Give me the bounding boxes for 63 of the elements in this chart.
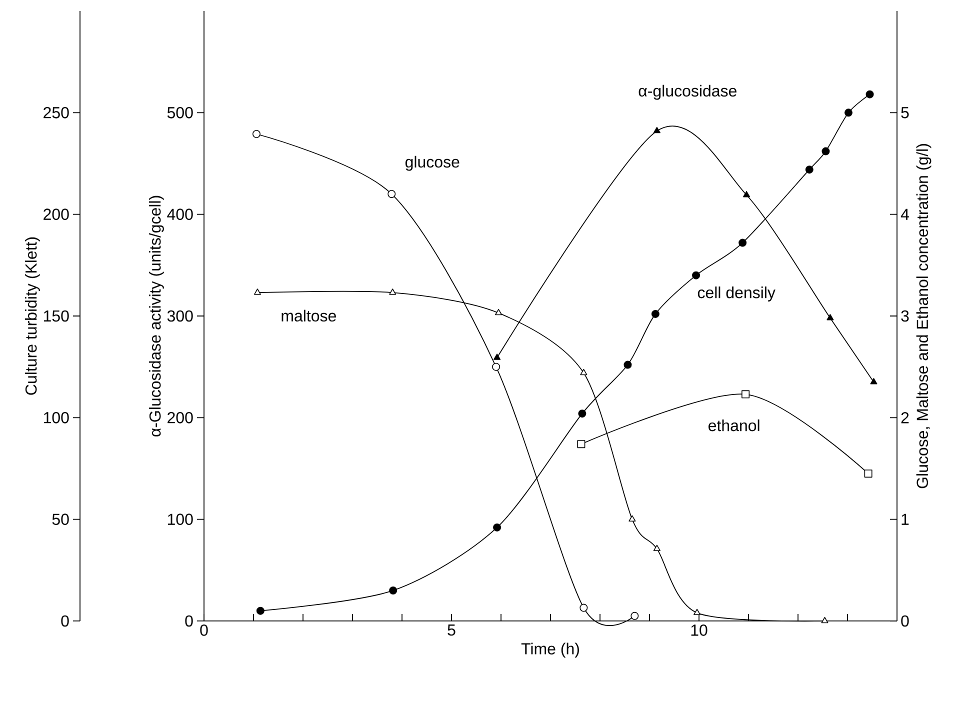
x-tick-label: 5: [448, 624, 456, 636]
point: [743, 191, 750, 198]
point: [252, 130, 260, 138]
point: [694, 608, 701, 616]
point: [388, 190, 396, 198]
x-tick-label: 10: [691, 624, 708, 636]
point: [580, 368, 588, 376]
series-label: ethanol: [708, 419, 760, 432]
point: [254, 288, 261, 295]
y3-tick-label: 0: [61, 615, 69, 627]
y2-tick-label: 2: [901, 412, 909, 424]
point: [821, 616, 828, 624]
y2-tick-label: 0: [901, 615, 909, 627]
point: [389, 586, 398, 594]
point: [624, 360, 632, 369]
y-tick-label: 400: [167, 208, 193, 220]
y2-tick-label: 1: [902, 514, 909, 525]
point: [651, 310, 660, 318]
point: [630, 612, 639, 620]
y-tick-label: 0: [185, 615, 193, 627]
point: [826, 314, 834, 320]
point: [494, 354, 501, 360]
point: [653, 126, 660, 134]
point: [577, 440, 586, 448]
series-label: cell densily: [698, 286, 776, 302]
y2-tick-label: 5: [901, 107, 909, 118]
point: [692, 271, 700, 280]
y3-axis-title: Culture turbidity (Klett): [25, 237, 40, 395]
point: [742, 390, 750, 398]
y3-tick-label: 200: [44, 208, 69, 220]
y-tick-label: 200: [168, 412, 193, 424]
point: [870, 378, 878, 384]
y-tick-label: 500: [167, 106, 193, 118]
y3-tick-label: 100: [44, 412, 69, 424]
x-tick-label: 0: [200, 624, 208, 636]
y-tick-label: 300: [167, 310, 193, 322]
y2-tick-label: 4: [900, 208, 909, 220]
point: [389, 288, 396, 295]
point: [738, 238, 747, 247]
x-axis-title: Time (h): [521, 642, 579, 658]
y-axis-title: α-Glucosidase activity (units/gcell): [149, 196, 164, 436]
y-tick-label: 100: [168, 514, 193, 525]
point: [822, 147, 830, 156]
point: [495, 308, 502, 316]
y2-tick-label: 3: [901, 310, 909, 322]
point: [578, 410, 586, 418]
y3-tick-label: 250: [44, 106, 69, 118]
series-label: maltose: [282, 310, 336, 322]
point: [866, 90, 874, 98]
point: [580, 604, 588, 612]
point: [653, 544, 660, 552]
point: [492, 362, 500, 371]
point: [628, 515, 636, 522]
y3-tick-label: 50: [52, 514, 69, 525]
point: [256, 606, 264, 615]
point: [493, 523, 502, 532]
point: [805, 166, 814, 174]
text: α-glucosidase: [638, 84, 736, 100]
point: [864, 470, 872, 478]
y3-tick-label: 150: [44, 310, 69, 322]
series-label: glucose: [405, 156, 460, 171]
point: [844, 108, 852, 117]
y2-axis-title: Glucose, Maltose and Ethanol concentration (g/l): [916, 144, 932, 488]
